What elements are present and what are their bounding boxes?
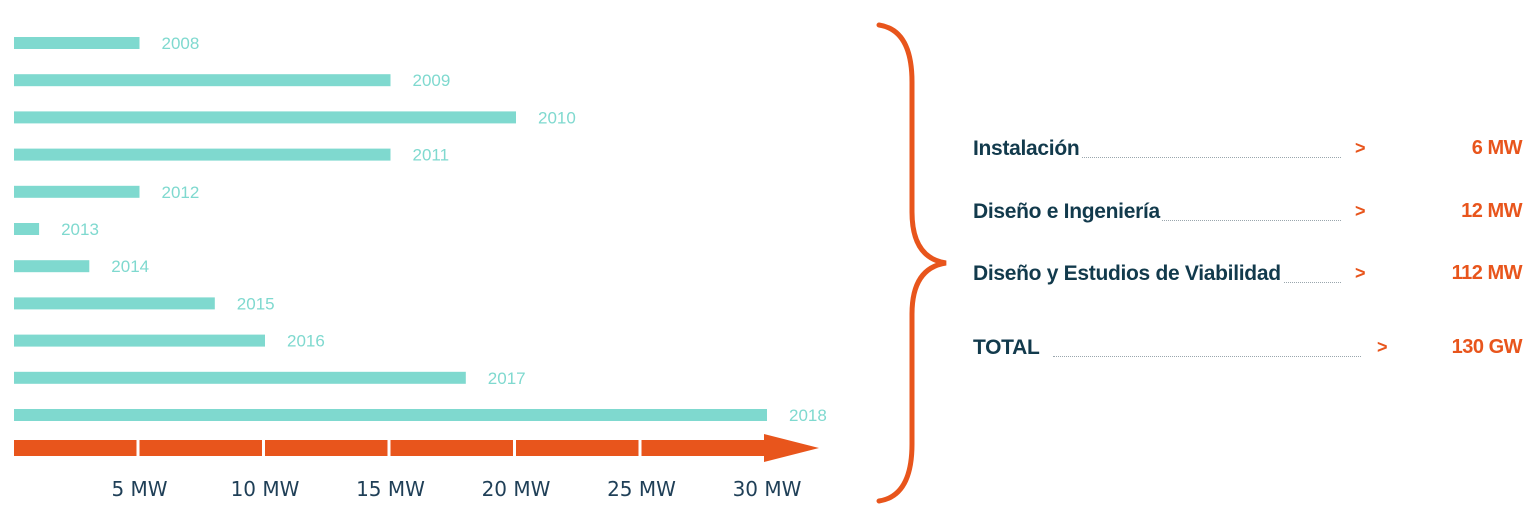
year-label-2013: 2013 — [61, 220, 99, 239]
dot-leader — [1153, 220, 1341, 221]
axis-segment — [139, 440, 262, 456]
bar-2016 — [14, 334, 265, 347]
bar-chart: 2008 2009 2010 2011 2012 2013 2014 2015 2016 2017… — [14, 34, 827, 501]
x-tick-label: 5 MW — [111, 477, 167, 501]
bar-2011 — [14, 148, 391, 161]
x-tick-label: 10 MW — [231, 477, 300, 501]
bar-2013 — [14, 223, 40, 235]
year-label-group: 2008 2009 2010 2011 2012 2013 2014 2015 2016 2017… — [61, 34, 827, 425]
year-label-2009: 2009 — [413, 71, 451, 90]
bar-2009 — [14, 74, 391, 87]
year-label-2014: 2014 — [111, 257, 149, 276]
summary-row-label: Instalación — [973, 137, 1082, 161]
year-label-2015: 2015 — [237, 294, 275, 313]
bar-2017 — [14, 371, 466, 384]
summary-row-label: Diseño y Estudios de Viabilidad — [973, 262, 1283, 286]
x-tick-label: 30 MW — [733, 477, 802, 501]
axis-segment — [516, 440, 639, 456]
summary-panel: Instalación > 6 MW Diseño e Ingeniería >… — [973, 0, 1525, 524]
summary-row-value: 12 MW — [1461, 200, 1522, 222]
axis-segment — [14, 440, 137, 456]
bar-2014 — [14, 260, 90, 273]
axis-segment — [390, 440, 513, 456]
total-label: TOTAL — [973, 336, 1042, 360]
bar-2015 — [14, 297, 215, 310]
bar-2018 — [14, 409, 767, 421]
year-label-2011: 2011 — [413, 146, 450, 165]
dot-leader — [1273, 282, 1341, 283]
dot-leader — [1073, 157, 1341, 158]
x-axis — [14, 434, 819, 462]
bar-2008 — [14, 37, 140, 49]
dot-leader — [1053, 356, 1361, 357]
x-tick-labels: 5 MW 10 MW 15 MW 20 MW 25 MW 30 MW — [111, 477, 801, 501]
summary-row-value: 112 MW — [1451, 262, 1523, 284]
year-label-2017: 2017 — [488, 369, 526, 388]
x-tick-label: 20 MW — [482, 477, 551, 501]
year-label-2008: 2008 — [162, 34, 200, 53]
x-tick-label: 25 MW — [607, 477, 676, 501]
summary-row-value: 6 MW — [1471, 137, 1523, 159]
year-label-2016: 2016 — [287, 332, 325, 351]
year-label-2010: 2010 — [538, 108, 576, 127]
x-tick-label: 15 MW — [356, 477, 425, 501]
arrow-glyph: > — [1355, 138, 1366, 158]
summary-row-diseno-estudios: Diseño y Estudios de Viabilidad > 112 MW — [973, 262, 1525, 292]
arrow-glyph: > — [1355, 201, 1366, 221]
summary-row-label: Diseño e Ingeniería — [973, 200, 1162, 224]
bar-group — [14, 37, 767, 421]
total-value: 130 GW — [1451, 336, 1523, 358]
arrow-glyph: > — [1377, 337, 1388, 357]
summary-row-diseno-ingenieria: Diseño e Ingeniería > 12 MW — [973, 200, 1525, 230]
summary-row-instalacion: Instalación > 6 MW — [973, 137, 1525, 167]
curly-brace — [876, 22, 947, 504]
bar-2010 — [14, 111, 516, 124]
arrow-glyph: > — [1355, 263, 1366, 283]
axis-segment — [641, 440, 764, 456]
axis-segment — [265, 440, 388, 456]
axis-arrowhead — [764, 434, 819, 462]
summary-row-total: TOTAL > 130 GW — [973, 336, 1525, 366]
year-label-2012: 2012 — [162, 183, 200, 202]
bar-2012 — [14, 185, 140, 198]
year-label-2018: 2018 — [789, 406, 827, 425]
